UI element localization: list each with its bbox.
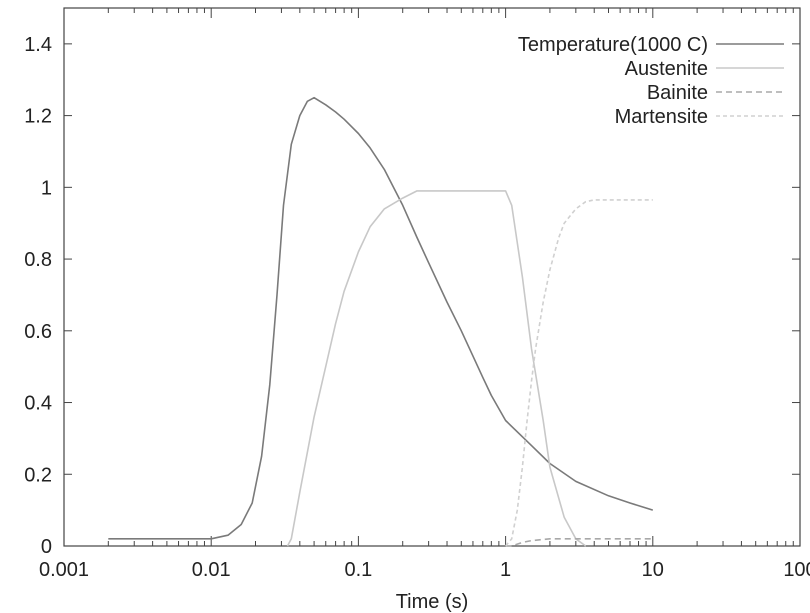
- series-line-martensite: [504, 199, 653, 547]
- series-line-temperature-1000-c: [108, 96, 654, 540]
- y-tick-label: 0.4: [24, 393, 52, 415]
- legend-label: Martensite: [615, 106, 708, 128]
- x-tick-label: 0.001: [39, 559, 89, 581]
- legend-label: Bainite: [647, 82, 708, 104]
- x-tick-label: 100: [783, 559, 810, 581]
- legend-label: Temperature(1000 C): [518, 34, 708, 56]
- y-tick-label: 1: [41, 177, 52, 199]
- series-layer: [108, 96, 654, 547]
- legend-label: Austenite: [625, 58, 708, 80]
- y-tick-label: 0: [41, 536, 52, 558]
- y-tick-label: 0.2: [24, 464, 52, 486]
- x-axis-title: Time (s): [396, 591, 469, 613]
- series-line-bainite: [505, 537, 653, 547]
- legend: Temperature(1000 C)AusteniteBainiteMarte…: [518, 34, 784, 128]
- y-axis-ticks: 0 0.2 0.4 0.6 0.8 1 1.2 1.4: [24, 34, 800, 558]
- x-tick-label: 0.1: [344, 559, 372, 581]
- x-tick-label: 0.01: [192, 559, 231, 581]
- y-tick-label: 0.8: [24, 249, 52, 271]
- y-tick-label: 1.4: [24, 34, 52, 56]
- x-tick-label: 10: [642, 559, 664, 581]
- y-tick-label: 0.6: [24, 321, 52, 343]
- series-line-austenite: [286, 190, 587, 547]
- y-tick-label: 1.2: [24, 106, 52, 128]
- plot-frame: [63, 7, 801, 547]
- x-tick-label: 1: [500, 559, 511, 581]
